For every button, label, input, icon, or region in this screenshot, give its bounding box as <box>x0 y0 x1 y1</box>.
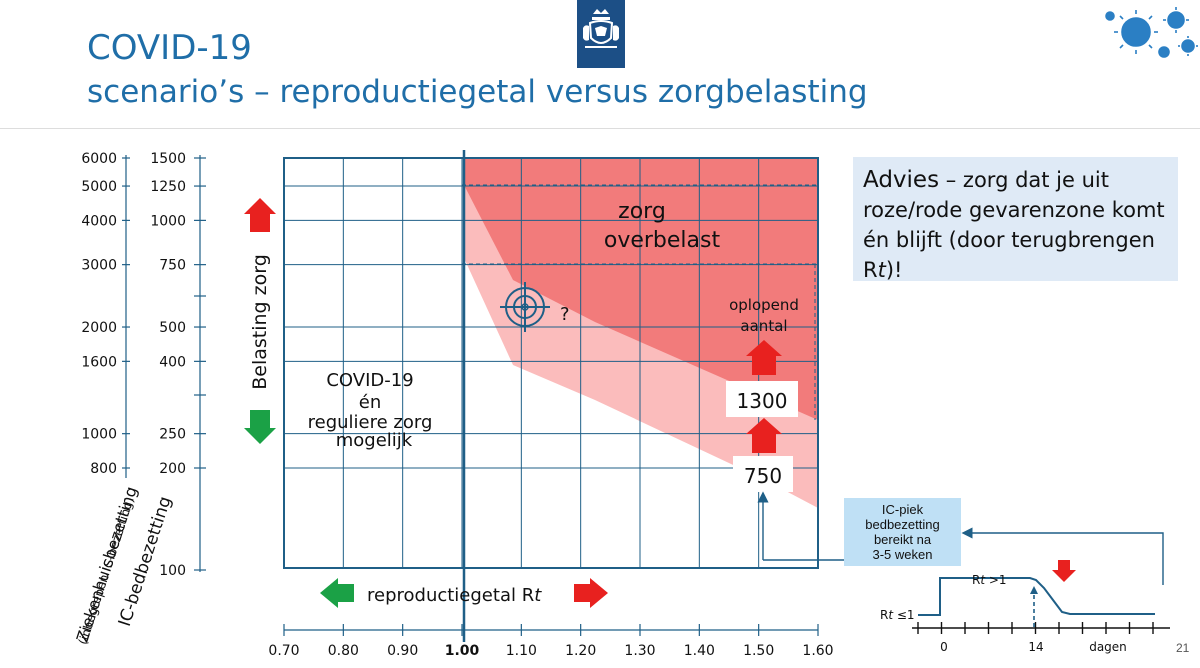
ic-tick-label: 750 <box>159 258 186 274</box>
mini-rt-high: Rt >1 <box>972 573 1007 587</box>
arrow-down-icon <box>1052 560 1076 582</box>
ic-750-box <box>733 456 793 492</box>
ic-peak-line-4: 3-5 weken <box>872 547 933 562</box>
x-tick-label: 1.30 <box>624 643 655 659</box>
ic-1300-label: 1300 <box>737 389 788 413</box>
ic-tick-label: 500 <box>159 320 186 336</box>
page-number: 21 <box>1176 641 1190 655</box>
x-axis-ticks: 0.70 0.80 0.90 1.00 1.10 1.20 1.30 1.40 1.50 1.60 <box>268 624 834 659</box>
overload-zone <box>464 158 818 420</box>
hospital-tick-label: 4000 <box>81 213 117 229</box>
ic-tick-label: 1500 <box>150 151 186 167</box>
hospital-tick-label: 1000 <box>81 427 117 443</box>
x-tick-label: 1.40 <box>684 643 715 659</box>
arrow-right-icon <box>574 578 608 608</box>
target-crosshair-icon <box>500 282 550 332</box>
ic-peak-line-3: bereikt na <box>873 532 932 547</box>
ic-peak-line-1: IC-piek <box>881 502 924 517</box>
ic-tick-label: 1000 <box>150 213 186 229</box>
ic-peak-line-2: bedbezetting <box>865 517 940 532</box>
hospital-tick-label: 5000 <box>81 179 117 195</box>
chart-frame <box>283 157 819 569</box>
coronavirus-icon <box>1098 2 1200 68</box>
title-line-2: scenario’s – reproductiegetal versus zor… <box>87 74 868 110</box>
safe-label-1: COVID-19 <box>326 370 413 391</box>
ic-peak-box: IC-piek bedbezetting bereikt na 3-5 weke… <box>844 498 961 566</box>
x-tick-label: 0.80 <box>328 643 359 659</box>
arrow-down-icon <box>244 410 276 444</box>
rising-label-1: oplopend <box>729 296 799 314</box>
mini-rt-low: Rt ≤1 <box>880 608 915 622</box>
x-tick-label: 0.90 <box>387 643 418 659</box>
ic-tick-label: 200 <box>159 461 186 477</box>
overload-label-2: overbelast <box>604 228 721 253</box>
arrow-up-icon <box>746 418 782 453</box>
ic-peak-connector <box>961 527 1164 585</box>
rijksoverheid-emblem-icon <box>577 0 625 68</box>
safe-label-4: mogelijk <box>336 430 413 451</box>
hospital-tick-label: 6000 <box>81 151 117 167</box>
advies-text: – zorg dat je uit roze/rode gevarenzone … <box>863 168 1165 282</box>
advies-box: Advies – zorg dat je uit roze/rode gevar… <box>853 157 1178 282</box>
ic-tick-label: 1250 <box>150 179 186 195</box>
y-axis-ticks: 6000 5000 4000 3000 2000 1600 1000 800 1500 1250 1… <box>81 151 206 579</box>
ic-750-label: 750 <box>744 464 782 488</box>
mini-tick-14: 14 <box>1028 640 1043 654</box>
ic-tick-label: 250 <box>159 427 186 443</box>
hospital-tick-label: 1600 <box>81 354 117 370</box>
arrow-up-icon <box>244 198 276 232</box>
mini-axis-label: dagen <box>1089 640 1127 654</box>
rising-label-2: aantal <box>740 317 787 335</box>
arrow-up-icon <box>746 340 782 375</box>
x-tick-label: 1.00 <box>445 643 480 659</box>
x-tick-label: 1.20 <box>565 643 596 659</box>
hospital-tick-label: 3000 <box>81 258 117 274</box>
header-divider <box>0 128 1200 129</box>
ic-tick-label: 400 <box>159 354 186 370</box>
mini-tick-0: 0 <box>940 640 948 654</box>
y-axis-label: Belasting zorg <box>249 254 271 390</box>
arrow-left-icon <box>320 578 354 608</box>
safe-label-2: én <box>359 392 381 413</box>
advies-italic-t: t <box>877 258 886 282</box>
target-question: ? <box>560 304 570 325</box>
mini-timeline-chart: Rt >1 Rt ≤1 0 14 dagen <box>880 560 1170 654</box>
x-tick-label: 1.50 <box>743 643 774 659</box>
safe-label-3: reguliere zorg <box>308 412 433 433</box>
x-tick-label: 1.10 <box>506 643 537 659</box>
advies-lead: Advies <box>863 167 940 193</box>
x-tick-label: 1.60 <box>802 643 833 659</box>
ic-tick-label: 100 <box>159 563 186 579</box>
chart-grid <box>284 158 818 568</box>
x-tick-label: 0.70 <box>268 643 299 659</box>
ic-1300-box <box>726 381 798 417</box>
overload-label-1: zorg <box>618 199 666 224</box>
x-axis-label: reproductiegetal Rt <box>367 585 542 606</box>
hospital-tick-label: 2000 <box>81 320 117 336</box>
title-line-1: COVID-19 <box>87 28 252 68</box>
advies-end: )! <box>885 258 903 282</box>
hospital-tick-label: 800 <box>90 461 117 477</box>
